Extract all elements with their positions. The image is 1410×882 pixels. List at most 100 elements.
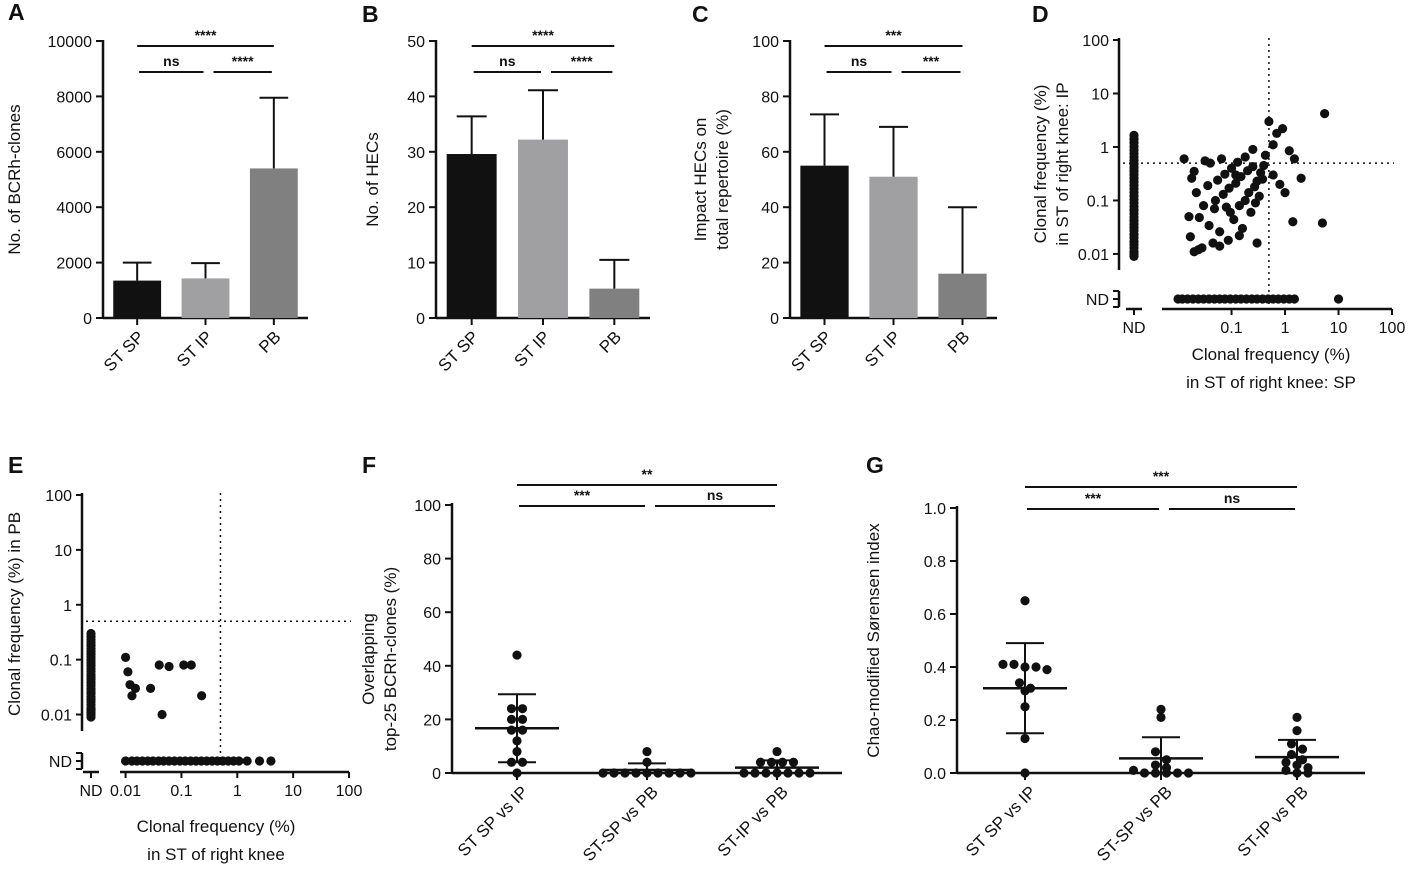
f-group-0-point-6 (517, 725, 528, 735)
e-x-axis-label-0: Clonal frequency (%) (137, 817, 296, 836)
e-x-tick-label-0: 0.01 (110, 783, 141, 800)
g-group-0-point-4 (1031, 662, 1041, 672)
e-y-tick-label-1: 0.1 (50, 653, 72, 670)
d-x-tick-label-3: 100 (1379, 320, 1406, 337)
b-y-tick-label-0: 0 (416, 311, 425, 328)
a-bar-1 (181, 278, 230, 318)
e-point-9 (179, 660, 189, 670)
g-group-1-point-3 (1161, 755, 1172, 765)
d-point-23 (1233, 157, 1243, 167)
g-group-0-point-1 (998, 659, 1008, 669)
d-point-55 (1317, 218, 1328, 228)
d-nd-x-point-23 (1333, 294, 1344, 304)
b-category-label-2: PB (596, 327, 625, 356)
c-significance-label-0: ns (851, 53, 868, 69)
d-point-4 (1215, 227, 1225, 237)
b-category-label-0: ST SP (435, 327, 483, 375)
d-y-tick-label-4: 100 (1082, 33, 1109, 50)
f-group-2-point-4 (788, 757, 799, 767)
d-point-53 (1277, 124, 1288, 134)
e-nd-x-point-21 (234, 756, 244, 766)
g-y-tick-label-1: 0.2 (924, 713, 946, 730)
b-y-tick-label-1: 10 (407, 256, 425, 273)
d-point-21 (1220, 169, 1230, 179)
f-group-2-point-6 (750, 768, 760, 778)
d-point-42 (1259, 160, 1269, 171)
c-y-tick-label-4: 80 (761, 89, 779, 106)
f-group-2-point-0 (772, 746, 782, 757)
e-y-tick-label-nd: ND (49, 754, 72, 771)
g-group-0-point-11 (1020, 768, 1030, 778)
panel-label-a: A (8, 0, 25, 25)
d-point-59 (1252, 238, 1262, 248)
d-point-49 (1288, 217, 1298, 227)
d-point-5 (1204, 220, 1214, 231)
d-nd-x-point-22 (1289, 294, 1300, 304)
c-y-tick-label-5: 100 (752, 34, 779, 51)
b-y-tick-label-3: 30 (407, 145, 425, 162)
f-significance-label-2: ** (642, 466, 653, 482)
d-point-61 (1231, 170, 1241, 180)
g-group-1-point-11 (1183, 768, 1194, 778)
panel-label-g: G (866, 452, 884, 478)
e-y-tick-label-3: 10 (54, 543, 72, 560)
d-point-25 (1246, 207, 1256, 217)
g-group-2-point-2 (1286, 739, 1297, 749)
f-group-1-point-0 (642, 746, 652, 757)
c-y-tick-label-0: 0 (770, 311, 779, 328)
g-y-tick-label-5: 1.0 (924, 501, 946, 518)
d-y-axis-label-0: Clonal frequency (%) (1031, 85, 1050, 244)
g-group-0-point-5 (1042, 665, 1052, 675)
panel-label-e: E (8, 452, 23, 478)
d-point-24 (1240, 152, 1250, 162)
e-y-tick-label-4: 100 (45, 488, 72, 505)
d-point-65 (1248, 144, 1258, 155)
d-y-tick-label-nd: ND (1086, 292, 1109, 309)
panel-label-c: C (692, 1, 709, 27)
e-y-tick-label-0: 0.01 (41, 708, 72, 725)
a-y-tick-label-2: 4000 (56, 200, 92, 217)
d-point-62 (1221, 202, 1231, 212)
g-group-1-point-6 (1128, 765, 1139, 775)
d-point-12 (1218, 189, 1228, 199)
c-bar-0 (800, 165, 849, 318)
d-point-47 (1289, 154, 1300, 164)
e-point-3 (127, 691, 137, 701)
g-group-0-point-10 (1020, 733, 1030, 744)
e-x-tick-label-nd: ND (79, 783, 102, 800)
d-point-48 (1296, 173, 1306, 183)
d-y-tick-label-1: 0.1 (1087, 193, 1109, 210)
f-group-0-point-1 (506, 704, 517, 714)
panel-g-dot-plot: 0.0 0.2 0.4 0.6 0.8 1.0 ST SP vs IP ST-SP vs PB… (864, 468, 1365, 865)
e-nd-x-point-24 (266, 756, 276, 766)
d-point-10 (1198, 201, 1209, 211)
g-significance-label-2: *** (1153, 468, 1170, 484)
panel-e-scatter-plot: ND ND 0.01 0.1 1 10 100 0.01 0.1 1 10 100 Clonal fre… (5, 488, 362, 864)
f-y-tick-label-1: 20 (423, 712, 441, 729)
panel-label-b: B (362, 1, 379, 27)
f-group-2-point-5 (739, 768, 749, 778)
e-point-4 (130, 683, 141, 693)
e-point-6 (154, 660, 164, 670)
b-category-label-1: ST IP (511, 327, 554, 370)
c-significance-label-2: *** (885, 27, 902, 43)
d-point-46 (1284, 146, 1294, 156)
d-point-38 (1244, 188, 1254, 198)
a-category-label-0: ST SP (100, 327, 148, 375)
d-point-35 (1216, 154, 1227, 164)
d-point-29 (1260, 150, 1271, 160)
b-y-tick-label-4: 40 (407, 89, 425, 106)
d-point-52 (1264, 116, 1274, 127)
d-point-6 (1223, 235, 1233, 245)
d-x-tick-label-1: 1 (1281, 320, 1290, 337)
e-y-tick-label-2: 1 (63, 598, 72, 615)
b-bar-0 (446, 154, 497, 318)
e-point-0 (120, 652, 131, 662)
e-x-tick-label-1: 0.1 (170, 783, 192, 800)
g-y-tick-label-0: 0.0 (924, 766, 946, 783)
g-group-0-point-2 (1009, 659, 1019, 669)
d-point-33 (1189, 166, 1199, 176)
f-group-0-point-3 (506, 714, 517, 725)
g-group-1-point-0 (1156, 704, 1166, 715)
d-point-54 (1320, 109, 1330, 119)
